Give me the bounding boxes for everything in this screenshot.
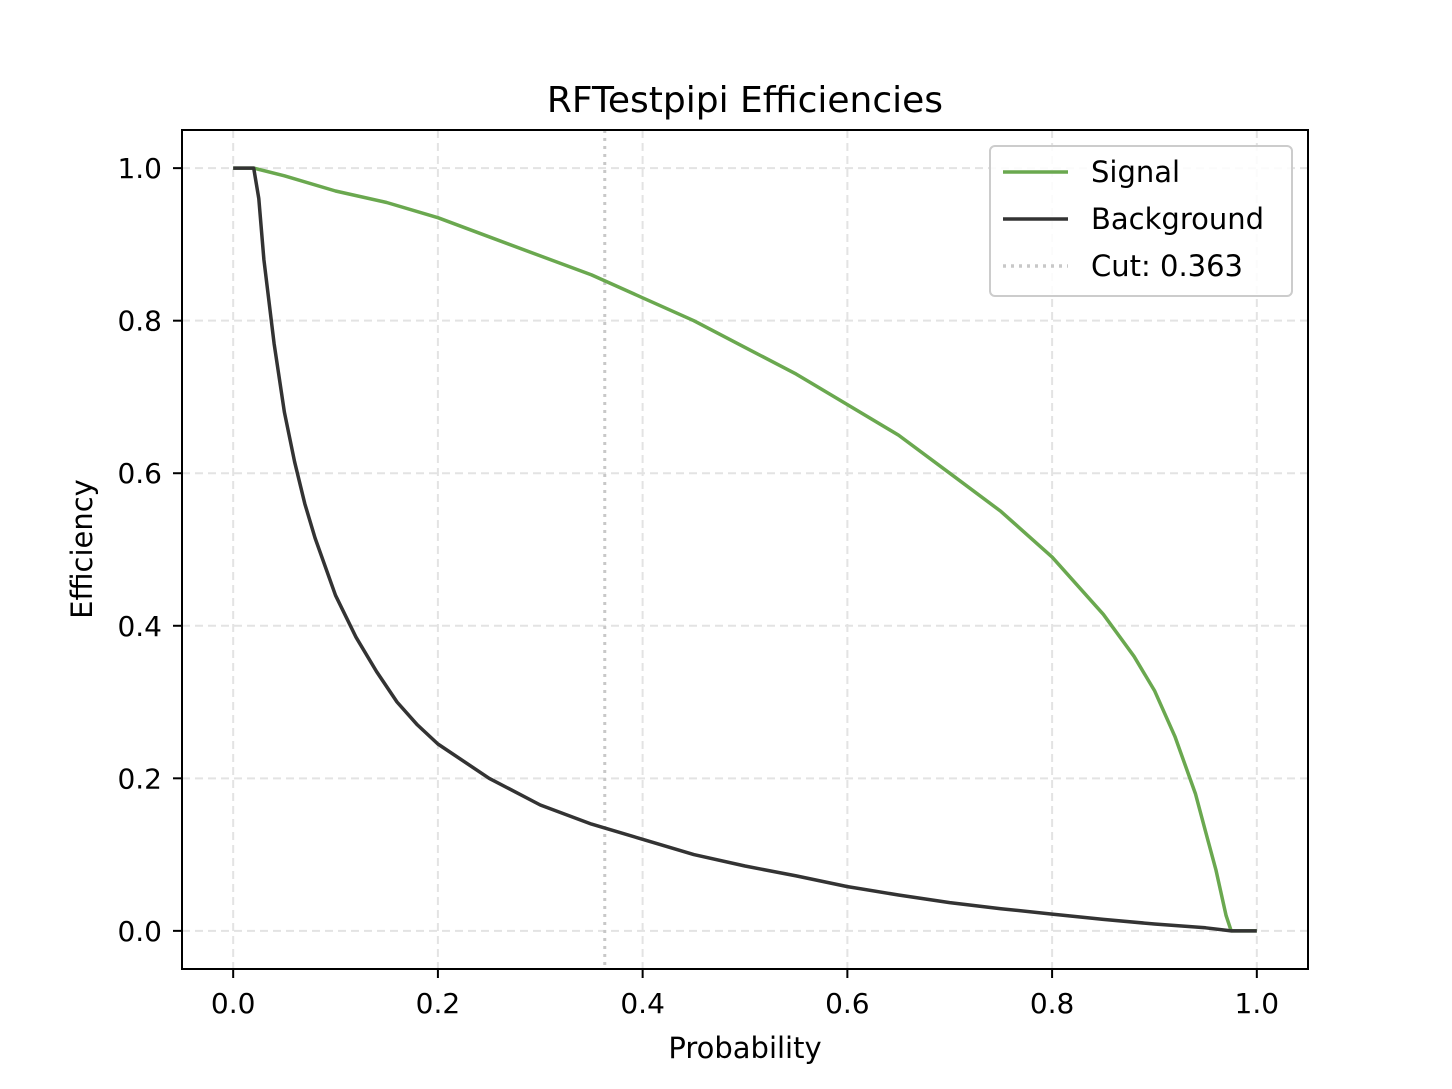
- y-axis-label: Efficiency: [65, 479, 99, 619]
- y-tick-label-0: 0.0: [117, 915, 162, 948]
- x-axis-ticks: 0.0 0.2 0.4 0.6 0.8 1.0: [211, 969, 1279, 1020]
- y-tick-label-3: 0.6: [117, 457, 162, 490]
- x-tick-label-2: 0.4: [620, 987, 665, 1020]
- grid: [182, 130, 1308, 969]
- legend-label-2: Cut: 0.363: [1091, 249, 1243, 283]
- x-tick-label-3: 0.6: [825, 987, 870, 1020]
- x-axis-label: Probability: [668, 1031, 821, 1065]
- legend-label-1: Background: [1091, 202, 1264, 236]
- legend: Signal Background Cut: 0.363: [989, 145, 1293, 297]
- chart-title: RFTestpipi Efficiencies: [547, 80, 943, 121]
- y-axis-ticks: 0.0 0.2 0.4 0.6 0.8 1.0: [117, 152, 182, 948]
- y-tick-label-2: 0.4: [117, 610, 162, 643]
- plot-frame: [181, 129, 1309, 970]
- y-tick-label-5: 1.0: [117, 152, 162, 185]
- legend-box: [989, 145, 1293, 297]
- x-tick-label-0: 0.0: [211, 987, 256, 1020]
- legend-label-0: Signal: [1091, 155, 1180, 189]
- series-line-signal: [233, 166, 1257, 933]
- series-layer: [233, 166, 1257, 933]
- x-tick-label-1: 0.2: [416, 987, 461, 1020]
- y-tick-label-1: 0.2: [117, 762, 162, 795]
- x-tick-label-5: 1.0: [1235, 987, 1280, 1020]
- series-line-background: [233, 166, 1257, 933]
- x-tick-label-4: 0.8: [1030, 987, 1075, 1020]
- y-tick-label-4: 0.8: [117, 305, 162, 338]
